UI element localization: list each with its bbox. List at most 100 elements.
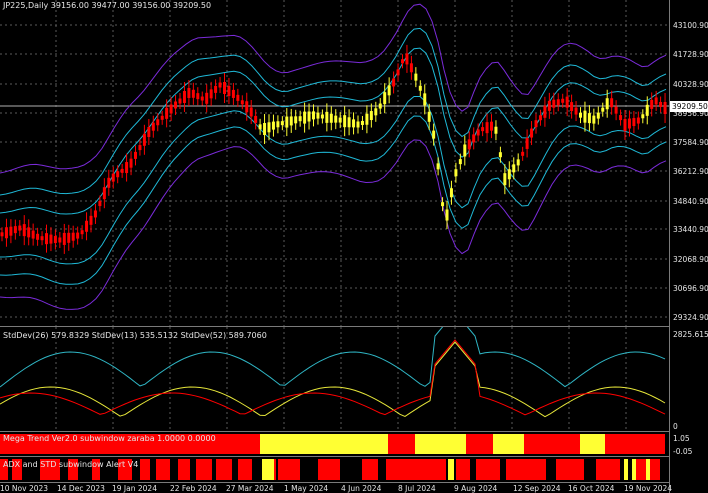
candle-body: [494, 126, 498, 134]
candle-body: [27, 227, 31, 238]
candle-body: [463, 144, 467, 157]
candle-body: [338, 117, 342, 123]
candle-body: [307, 111, 311, 122]
candle-body: [521, 151, 525, 156]
candle-body: [574, 107, 578, 115]
mega-trend-title: Mega Trend Ver2.0 subwindow zaraba 1.000…: [3, 434, 216, 443]
candle-body: [303, 111, 307, 124]
candle-body: [9, 226, 13, 236]
candle-body: [347, 117, 351, 128]
date-label: 10 Nov 2023: [0, 484, 49, 493]
price-axis[interactable]: [669, 0, 708, 493]
date-label: 1 May 2024: [284, 484, 329, 493]
candle-body: [534, 120, 538, 128]
candle-body: [120, 168, 124, 173]
candle-body: [156, 119, 160, 126]
candle-body: [89, 215, 93, 225]
adx-bar-red: [40, 459, 60, 480]
adx-bar-red: [238, 459, 252, 480]
band-line: [0, 115, 667, 285]
candle-body: [579, 112, 582, 118]
candle-body: [93, 210, 97, 218]
adx-bar-red: [68, 459, 78, 480]
adx-bar-red: [318, 459, 340, 480]
date-label: 27 Mar 2024: [226, 484, 274, 493]
candle-body: [196, 93, 200, 100]
candle-body: [258, 124, 262, 130]
candle-body: [476, 129, 480, 136]
adx-bar-red: [556, 459, 584, 480]
candle-body: [325, 111, 329, 123]
price-chart[interactable]: [0, 0, 669, 326]
mega-axis-bottom: -0.05: [673, 447, 693, 456]
candle-body: [53, 236, 57, 244]
adx-bar-red: [386, 459, 446, 480]
candle-body: [160, 115, 164, 120]
candle-body: [209, 89, 213, 99]
adx-bar-red: [216, 459, 232, 480]
price-tick: 38956.90: [673, 109, 708, 118]
candle-body: [512, 164, 516, 173]
stddev-chart: [0, 327, 666, 431]
band-line: [0, 47, 667, 215]
mega-axis-top: 1.05: [673, 434, 690, 443]
candle-body: [13, 226, 17, 234]
candle-body: [263, 123, 267, 136]
candle-body: [538, 115, 542, 121]
candle-body: [343, 115, 347, 128]
candle-body: [102, 187, 106, 200]
candle-body: [392, 78, 396, 87]
candle-body: [659, 101, 663, 107]
candle-body: [316, 112, 320, 119]
adx-bar-yellow: [646, 459, 650, 480]
candle-body: [165, 107, 169, 119]
stddev-line: [0, 339, 666, 416]
candle-body: [214, 85, 218, 93]
date-label: 19 Nov 2024: [624, 484, 673, 493]
candle-body: [547, 100, 551, 111]
candle-body: [401, 59, 404, 64]
candle-body: [312, 111, 315, 120]
candle-body: [67, 232, 71, 243]
adx-bar-red: [278, 459, 300, 480]
mega-bar-yellow: [260, 434, 388, 454]
date-label: 22 Feb 2024: [170, 484, 217, 493]
candle-body: [107, 177, 111, 188]
candle-body: [641, 114, 645, 119]
main-chart-pane[interactable]: JP225,Daily 39156.00 39477.00 39156.00 3…: [0, 0, 669, 327]
candle-body: [414, 73, 418, 81]
candle-body: [289, 116, 293, 126]
adx-bar-red: [596, 459, 620, 480]
candle-body: [556, 99, 560, 106]
candle-body: [596, 112, 600, 119]
candle-body: [254, 115, 258, 123]
candle-body: [71, 232, 75, 241]
candle-body: [298, 116, 302, 122]
candle-body: [85, 220, 89, 232]
price-tick: 40328.90: [673, 80, 708, 89]
stddev-pane[interactable]: StdDev(26) 579.8329 StdDev(13) 535.5132 …: [0, 327, 669, 432]
adx-bar-yellow: [448, 459, 454, 480]
price-tick: 43100.90: [673, 21, 708, 30]
candle-body: [320, 114, 324, 119]
candle-body: [223, 82, 226, 94]
mega-trend-pane[interactable]: Mega Trend Ver2.0 subwindow zaraba 1.000…: [0, 432, 669, 457]
candle-body: [49, 234, 53, 244]
candle-body: [650, 99, 654, 109]
candle-body: [227, 85, 231, 96]
candle-body: [449, 188, 453, 198]
candle-body: [4, 227, 8, 239]
adx-bar-red: [456, 459, 470, 480]
candle-body: [58, 237, 62, 243]
candle-body: [472, 134, 476, 143]
price-tick: 41728.90: [673, 50, 708, 59]
candle-body: [329, 113, 333, 123]
candle-body: [18, 225, 22, 231]
adx-pane[interactable]: ADX and STD subwindow Alert V4: [0, 457, 669, 483]
candle-body: [645, 104, 649, 116]
candle-body: [191, 89, 195, 98]
price-tick: 32068.90: [673, 255, 708, 264]
candle-body: [525, 137, 529, 149]
date-label: 9 Aug 2024: [454, 484, 498, 493]
candle-body: [200, 96, 204, 101]
